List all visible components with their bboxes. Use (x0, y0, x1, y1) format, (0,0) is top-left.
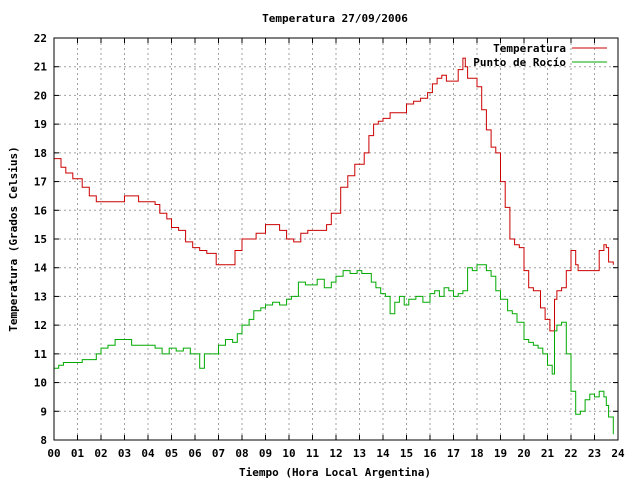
y-tick-label: 18 (34, 147, 47, 160)
x-tick-label: 21 (541, 447, 555, 460)
legend-label-temperatura: Temperatura (493, 42, 566, 55)
x-tick-label: 11 (306, 447, 320, 460)
x-tick-label: 17 (447, 447, 460, 460)
y-tick-label: 10 (34, 377, 47, 390)
y-tick-label: 20 (34, 89, 47, 102)
x-tick-label: 05 (165, 447, 178, 460)
x-tick-label: 13 (353, 447, 366, 460)
x-tick-label: 02 (94, 447, 107, 460)
x-tick-label: 04 (141, 447, 155, 460)
y-tick-label: 12 (34, 319, 47, 332)
x-tick-label: 10 (282, 447, 295, 460)
x-tick-label: 23 (588, 447, 601, 460)
x-tick-label: 07 (212, 447, 225, 460)
x-tick-label: 20 (517, 447, 530, 460)
legend-label-punto-de-rocio: Punto de Rocío (473, 56, 566, 69)
y-tick-label: 22 (34, 32, 47, 45)
y-tick-label: 11 (34, 348, 48, 361)
x-tick-label: 15 (400, 447, 413, 460)
y-tick-label: 14 (34, 262, 48, 275)
x-tick-label: 18 (470, 447, 483, 460)
series-line-temperatura (54, 57, 614, 332)
y-tick-label: 21 (34, 61, 48, 74)
y-tick-label: 9 (40, 405, 47, 418)
y-tick-label: 17 (34, 176, 47, 189)
series-line-punto-de-rocio (54, 264, 614, 435)
y-tick-label: 8 (40, 434, 47, 447)
y-tick-label: 16 (34, 204, 48, 217)
x-tick-label: 03 (118, 447, 131, 460)
y-tick-label: 19 (34, 118, 47, 131)
x-tick-label: 01 (71, 447, 85, 460)
y-tick-label: 15 (34, 233, 47, 246)
grid-lines (54, 38, 618, 440)
axis-ticks: 00 01 02 03 04 05 06 07 08 09 10 11 12 13 14 15 16 17 18 19… (34, 32, 625, 460)
x-tick-label: 22 (564, 447, 577, 460)
y-axis-title: Temperatura (Grados Celsius) (7, 146, 20, 331)
x-tick-label: 16 (423, 447, 437, 460)
x-tick-label: 19 (494, 447, 507, 460)
x-tick-label: 08 (235, 447, 248, 460)
x-tick-label: 06 (188, 447, 202, 460)
x-tick-label: 09 (259, 447, 272, 460)
chart-title: Temperatura 27/09/2006 (262, 12, 408, 25)
x-tick-label: 24 (611, 447, 625, 460)
x-tick-label: 00 (47, 447, 60, 460)
x-tick-label: 12 (329, 447, 342, 460)
x-axis-title: Tiempo (Hora Local Argentina) (239, 466, 431, 479)
y-tick-label: 13 (34, 290, 47, 303)
series-lines (54, 57, 614, 435)
x-tick-label: 14 (376, 447, 390, 460)
